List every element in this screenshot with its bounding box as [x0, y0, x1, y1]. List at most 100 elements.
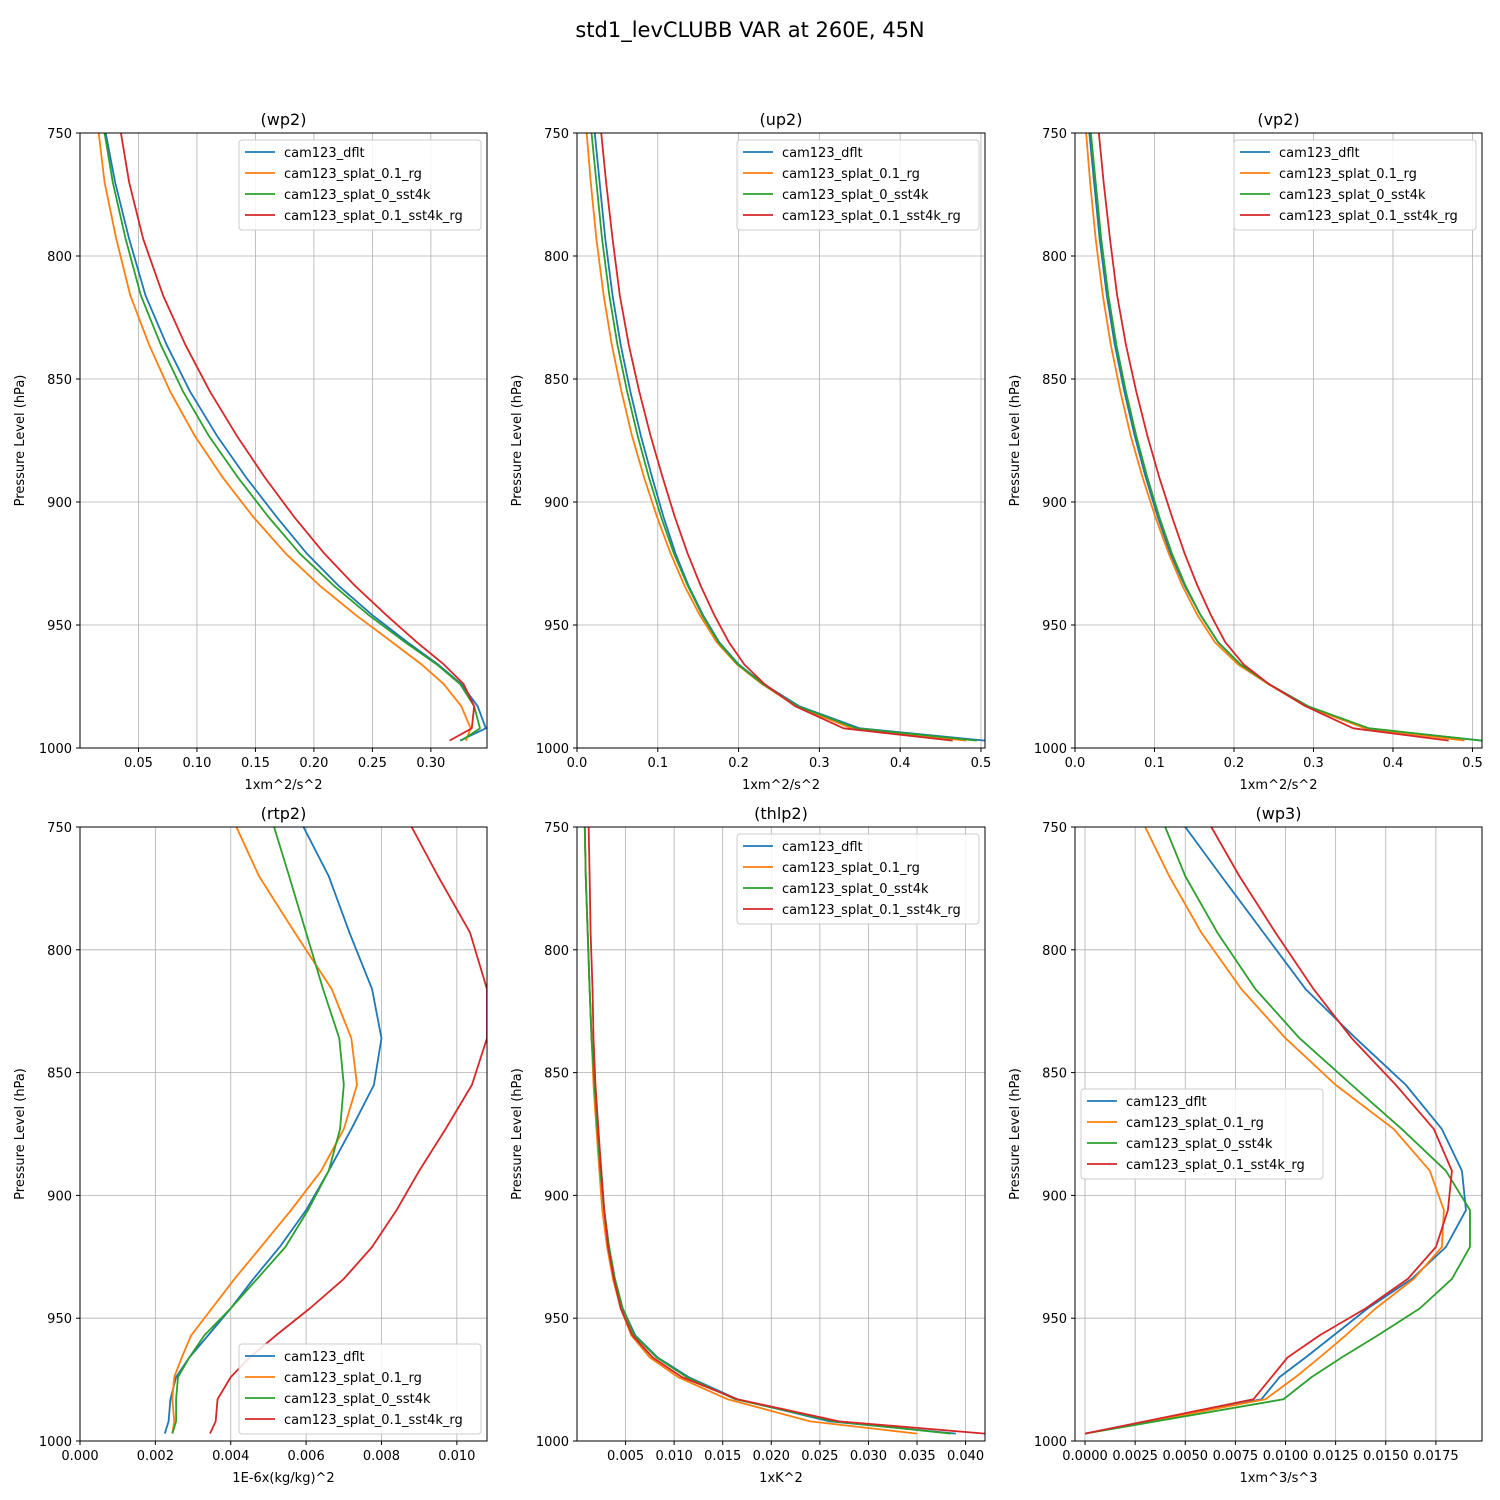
- subplot-3: 0.000 0.002 0.004 0.006 0.008 0.010 750 800 850 9…: [13, 804, 488, 1486]
- legend-label: cam123_splat_0_sst4k: [782, 188, 929, 203]
- x-tick-label: 0.5: [1462, 756, 1483, 771]
- figure-title: std1_levCLUBB VAR at 260E, 45N: [575, 18, 924, 43]
- x-tick-label: 0.0100: [1263, 1449, 1309, 1464]
- y-axis-label: Pressure Level (hPa): [510, 1068, 525, 1200]
- series-line-cam123_splat_0.1_sst4k_rg: [600, 133, 953, 742]
- x-tick-label: 0.0150: [1363, 1449, 1409, 1464]
- y-tick-label: 850: [47, 1067, 72, 1082]
- legend-box: [736, 139, 980, 231]
- x-tick-label: 0.004: [212, 1449, 249, 1464]
- series-line-cam123_splat_0.1_sst4k_rg: [209, 827, 487, 1435]
- x-tick-label: 0.006: [288, 1449, 325, 1464]
- x-axis-label: 1xm^3/s^3: [1239, 1471, 1317, 1486]
- legend-label: cam123_splat_0_sst4k: [1279, 188, 1426, 203]
- y-tick-label: 950: [544, 619, 569, 634]
- legend-label: cam123_splat_0.1_rg: [284, 167, 422, 182]
- legend-box: [736, 833, 980, 925]
- legend-label: cam123_dflt: [284, 146, 365, 161]
- legend: cam123_dflt cam123_splat_0.1_rg cam123_spl…: [1080, 1088, 1324, 1180]
- y-axis-label: Pressure Level (hPa): [510, 375, 525, 507]
- y-axis-label: Pressure Level (hPa): [13, 1068, 28, 1200]
- x-tick-label: 0.025: [801, 1449, 838, 1464]
- legend-label: cam123_splat_0.1_sst4k_rg: [1126, 1158, 1305, 1173]
- legend-label: cam123_splat_0.1_rg: [1279, 167, 1417, 182]
- subplot-title: (up2): [760, 110, 803, 129]
- x-tick-label: 0.1: [1144, 756, 1165, 771]
- subplot-title: (vp2): [1257, 110, 1299, 129]
- legend-label: cam123_splat_0.1_rg: [284, 1371, 422, 1386]
- y-tick-label: 850: [1042, 373, 1067, 388]
- y-tick-label: 850: [544, 373, 569, 388]
- x-tick-label: 0.015: [704, 1449, 741, 1464]
- x-tick-label: 0.1: [647, 756, 668, 771]
- legend-box: [238, 1343, 482, 1435]
- x-tick-label: 0.010: [656, 1449, 693, 1464]
- y-tick-label: 750: [544, 821, 569, 836]
- y-tick-label: 900: [544, 1189, 569, 1204]
- y-tick-label: 800: [544, 250, 569, 265]
- legend-label: cam123_splat_0.1_sst4k_rg: [284, 209, 463, 224]
- legend-label: cam123_splat_0_sst4k: [1126, 1137, 1273, 1152]
- x-axis-label: 1xm^2/s^2: [244, 778, 322, 793]
- axes-frame: [1074, 132, 1483, 749]
- x-tick-label: 0.25: [358, 756, 387, 771]
- legend-label: cam123_splat_0.1_rg: [782, 167, 920, 182]
- series-line-cam123_splat_0.1_sst4k_rg: [1097, 133, 1449, 742]
- y-tick-label: 800: [47, 944, 72, 959]
- x-tick-label: 0.0: [567, 756, 588, 771]
- legend-label: cam123_splat_0.1_rg: [1126, 1116, 1264, 1131]
- x-tick-label: 0.0125: [1313, 1449, 1359, 1464]
- x-tick-label: 0.035: [898, 1449, 935, 1464]
- y-tick-label: 1000: [536, 742, 569, 757]
- series-line-cam123_splat_0.1_rg: [1084, 827, 1445, 1435]
- y-tick-label: 900: [47, 1189, 72, 1204]
- legend: cam123_dflt cam123_splat_0.1_rg cam123_spl…: [238, 139, 482, 231]
- x-tick-label: 0.020: [753, 1449, 790, 1464]
- y-tick-label: 750: [47, 127, 72, 142]
- legend-label: cam123_dflt: [782, 840, 863, 855]
- subplot-2: 0.0 0.1 0.2 0.3 0.4 0.5 750 800 850 900 950 1000 (vp…: [1008, 110, 1483, 793]
- y-tick-label: 800: [1042, 944, 1067, 959]
- subplot-title: (wp3): [1256, 804, 1302, 823]
- y-tick-label: 1000: [39, 1435, 72, 1450]
- y-tick-label: 1000: [39, 742, 72, 757]
- x-tick-label: 0.005: [607, 1449, 644, 1464]
- x-tick-label: 0.000: [61, 1449, 98, 1464]
- x-tick-label: 0.010: [438, 1449, 475, 1464]
- series-line-cam123_dflt: [163, 827, 383, 1434]
- x-tick-label: 0.0: [1065, 756, 1086, 771]
- x-tick-label: 0.15: [241, 756, 270, 771]
- legend-label: cam123_dflt: [284, 1350, 365, 1365]
- subplot-1: 0.0 0.1 0.2 0.3 0.4 0.5 750 800 850 900 950 1000 (up…: [510, 110, 991, 793]
- legend-box: [1080, 1088, 1324, 1180]
- legend-label: cam123_splat_0.1_sst4k_rg: [782, 209, 961, 224]
- y-tick-label: 800: [544, 944, 569, 959]
- y-tick-label: 850: [1042, 1067, 1067, 1082]
- legend-box: [1233, 139, 1477, 231]
- y-tick-label: 900: [1042, 496, 1067, 511]
- subplot-title: (rtp2): [261, 804, 307, 823]
- subplot-title: (wp2): [261, 110, 307, 129]
- x-axis-label: 1xm^2/s^2: [1239, 778, 1317, 793]
- x-tick-label: 0.2: [728, 756, 749, 771]
- series-line-cam123_splat_0_sst4k: [103, 133, 481, 742]
- x-tick-label: 0.008: [363, 1449, 400, 1464]
- y-tick-label: 950: [1042, 619, 1067, 634]
- subplots-container: 0.05 0.10 0.15 0.20 0.25 0.30 750 800 850 900 950 1…: [13, 110, 1483, 1486]
- legend-label: cam123_splat_0.1_sst4k_rg: [782, 903, 961, 918]
- x-tick-label: 0.0025: [1112, 1449, 1158, 1464]
- y-tick-label: 750: [47, 821, 72, 836]
- series-line-cam123_dflt: [104, 133, 487, 742]
- y-tick-label: 950: [1042, 1312, 1067, 1327]
- y-tick-label: 800: [1042, 250, 1067, 265]
- y-tick-label: 900: [47, 496, 72, 511]
- x-axis-label: 1xm^2/s^2: [742, 778, 820, 793]
- legend-label: cam123_splat_0_sst4k: [284, 188, 431, 203]
- x-tick-label: 0.2: [1224, 756, 1245, 771]
- subplot-title: (thlp2): [754, 804, 808, 823]
- y-tick-label: 900: [1042, 1189, 1067, 1204]
- x-tick-label: 0.20: [299, 756, 328, 771]
- series-line-cam123_splat_0_sst4k: [171, 827, 345, 1434]
